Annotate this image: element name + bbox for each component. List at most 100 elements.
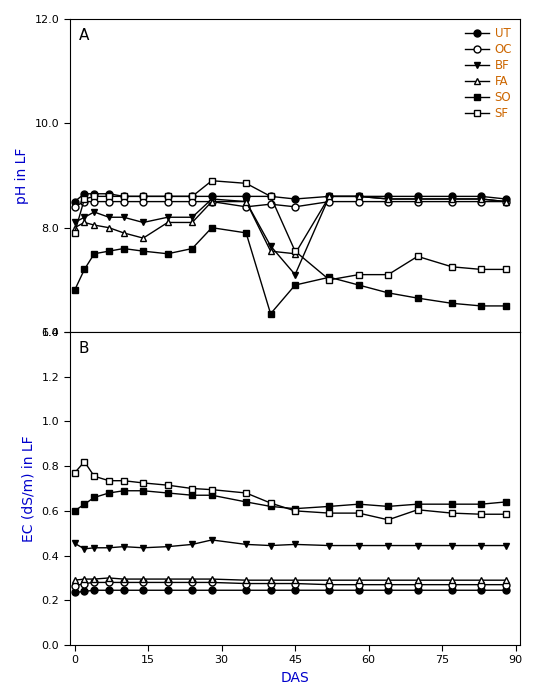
SF: [72, 229, 78, 237]
OC: [72, 582, 78, 590]
SF: [326, 509, 332, 517]
FA: [449, 576, 455, 584]
SF: [165, 193, 171, 201]
SO: [478, 302, 485, 310]
BF: [72, 218, 78, 227]
SF: [121, 193, 127, 201]
SO: [449, 500, 455, 508]
UT: [243, 586, 249, 594]
SF: [502, 265, 509, 274]
UT: [292, 586, 299, 594]
OC: [385, 580, 392, 589]
OC: [326, 197, 332, 206]
SO: [267, 309, 274, 318]
BF: [267, 241, 274, 250]
SO: [189, 491, 195, 499]
BF: [414, 195, 421, 203]
FA: [121, 229, 127, 237]
SF: [72, 469, 78, 477]
FA: [209, 575, 215, 583]
SO: [189, 244, 195, 253]
SF: [356, 509, 362, 517]
UT: [72, 588, 78, 596]
UT: [267, 586, 274, 594]
BF: [189, 213, 195, 221]
OC: [385, 197, 392, 206]
BF: [121, 542, 127, 551]
SO: [292, 281, 299, 289]
SF: [292, 507, 299, 515]
SF: [189, 193, 195, 201]
SO: [105, 247, 112, 256]
SO: [326, 502, 332, 510]
UT: [292, 195, 299, 203]
SF: [91, 472, 97, 480]
BF: [243, 197, 249, 206]
UT: [105, 190, 112, 198]
UT: [105, 586, 112, 594]
FA: [478, 195, 485, 203]
SF: [267, 193, 274, 201]
FA: [267, 576, 274, 584]
UT: [478, 586, 485, 594]
OC: [91, 578, 97, 587]
OC: [105, 578, 112, 587]
FA: [189, 218, 195, 227]
BF: [209, 536, 215, 544]
UT: [243, 193, 249, 201]
SO: [449, 299, 455, 307]
OC: [502, 580, 509, 589]
BF: [243, 540, 249, 549]
SO: [81, 265, 88, 274]
SF: [121, 477, 127, 485]
FA: [72, 223, 78, 232]
SF: [81, 195, 88, 203]
SF: [449, 509, 455, 517]
Line: OC: OC: [71, 198, 509, 210]
FA: [121, 575, 127, 583]
OC: [478, 197, 485, 206]
Y-axis label: pH in LF: pH in LF: [15, 147, 29, 204]
FA: [81, 218, 88, 227]
UT: [326, 193, 332, 201]
Line: UT: UT: [71, 190, 509, 205]
SO: [356, 281, 362, 289]
OC: [449, 197, 455, 206]
BF: [385, 541, 392, 550]
SF: [385, 270, 392, 279]
OC: [502, 197, 509, 206]
SO: [292, 505, 299, 513]
SO: [243, 498, 249, 506]
UT: [209, 586, 215, 594]
UT: [165, 193, 171, 201]
UT: [478, 193, 485, 201]
BF: [385, 195, 392, 203]
FA: [356, 193, 362, 201]
UT: [121, 193, 127, 201]
UT: [385, 193, 392, 201]
UT: [502, 586, 509, 594]
FA: [243, 197, 249, 206]
Text: A: A: [79, 29, 89, 43]
SF: [140, 479, 146, 487]
FA: [105, 574, 112, 582]
BF: [189, 540, 195, 549]
OC: [140, 197, 146, 206]
UT: [267, 193, 274, 201]
BF: [91, 208, 97, 216]
SO: [209, 491, 215, 499]
SF: [478, 265, 485, 274]
Line: SO: SO: [71, 487, 509, 514]
Line: UT: UT: [71, 587, 509, 596]
FA: [356, 576, 362, 584]
SO: [502, 302, 509, 310]
BF: [209, 195, 215, 203]
UT: [140, 193, 146, 201]
OC: [91, 197, 97, 206]
BF: [81, 213, 88, 221]
UT: [385, 586, 392, 594]
FA: [189, 575, 195, 583]
Text: B: B: [79, 342, 89, 356]
SO: [121, 486, 127, 495]
SO: [478, 500, 485, 508]
